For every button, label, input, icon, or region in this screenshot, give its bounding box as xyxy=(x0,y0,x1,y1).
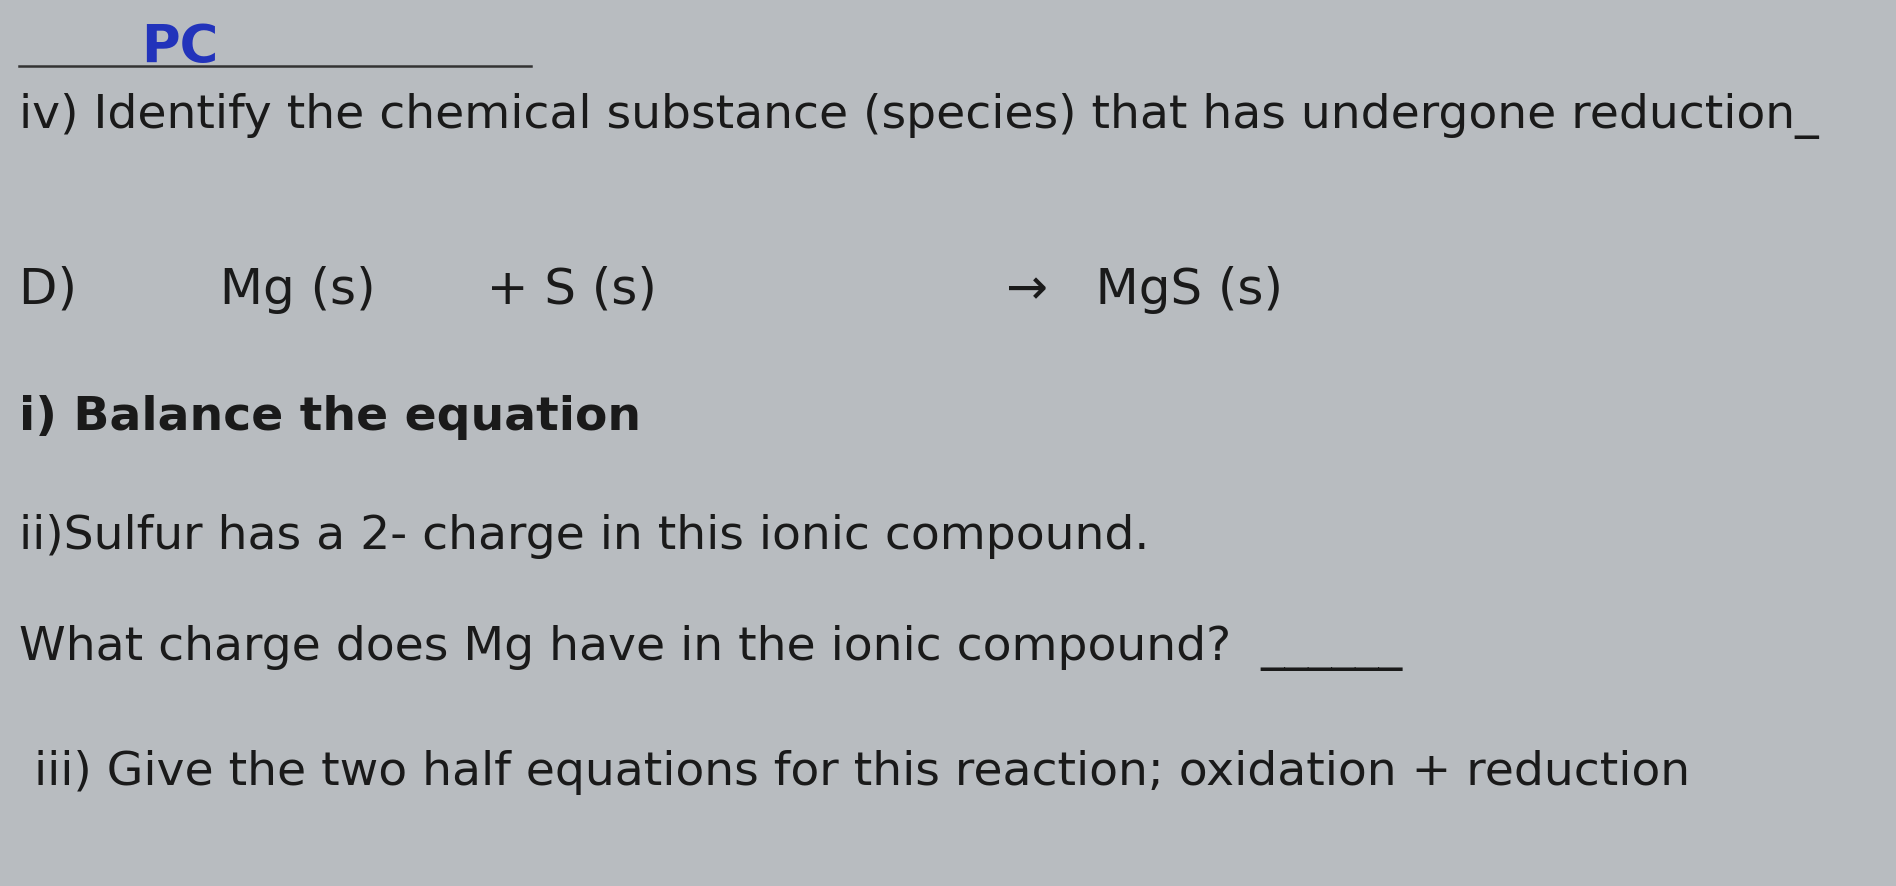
Text: iv) Identify the chemical substance (species) that has undergone reduction_: iv) Identify the chemical substance (spe… xyxy=(19,93,1818,139)
Text: ii)Sulfur has a 2- charge in this ionic compound.: ii)Sulfur has a 2- charge in this ionic … xyxy=(19,514,1149,559)
Text: What charge does Mg have in the ionic compound?  ______: What charge does Mg have in the ionic co… xyxy=(19,625,1401,671)
Text: iii) Give the two half equations for this reaction; oxidation + reduction: iii) Give the two half equations for thi… xyxy=(19,749,1689,794)
Text: D)         Mg (s)       + S (s)                      →   MgS (s): D) Mg (s) + S (s) → MgS (s) xyxy=(19,266,1284,314)
Text: i) Balance the equation: i) Balance the equation xyxy=(19,394,641,439)
Text: PC: PC xyxy=(142,22,218,74)
